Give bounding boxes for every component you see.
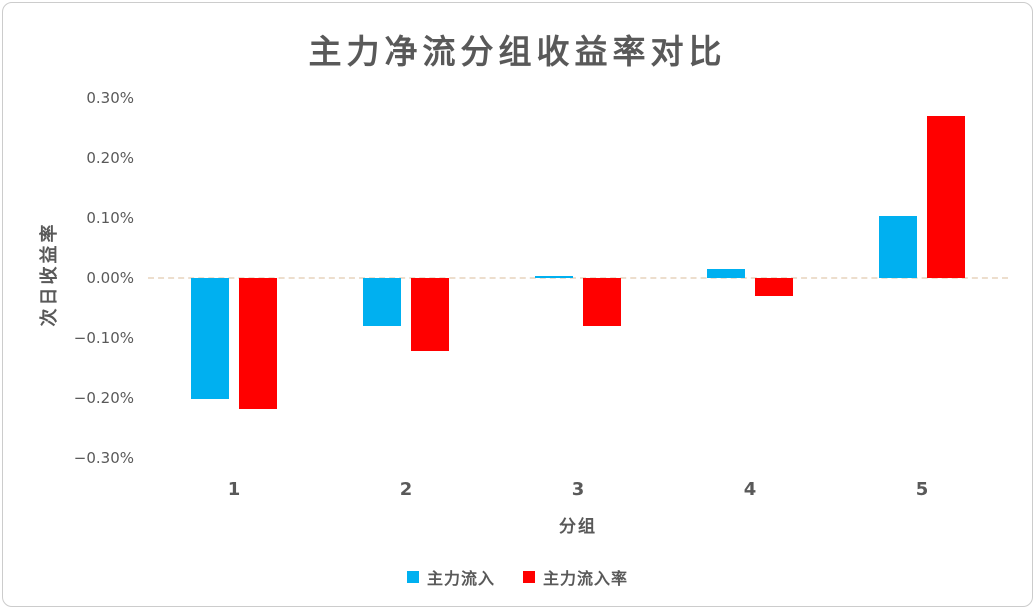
y-tick-label: 0.20% [86,149,134,167]
bar-main-inflow-rate-group-4 [755,278,793,296]
bar-main-inflow-group-3 [535,276,573,278]
chart-title: 主力净流分组收益率对比 [308,32,727,71]
x-tick-label: 4 [743,479,757,500]
x-tick-label: 1 [227,479,241,500]
x-axis-title: 分组 [559,517,597,537]
bar-main-inflow-group-4 [707,269,745,278]
bar-main-inflow-rate-group-3 [583,278,621,326]
y-tick-label: 0.00% [86,269,134,287]
bar-main-inflow-group-5 [879,216,917,278]
legend-item-main-inflow-rate: 主力流入率 [523,565,628,589]
bar-main-inflow-group-1 [191,278,229,400]
y-tick-label: −0.10% [73,329,134,347]
legend: 主力流入 主力流入率 [3,565,1032,589]
plot-area [148,98,1008,458]
zero-gridline [148,277,1008,279]
x-tick-label: 3 [571,479,585,500]
legend-swatch-red-icon [523,571,535,583]
bar-main-inflow-rate-group-1 [239,278,277,409]
bar-main-inflow-rate-group-2 [411,278,449,352]
bar-main-inflow-rate-group-5 [927,116,965,278]
y-tick-label: −0.20% [73,389,134,407]
legend-item-main-inflow: 主力流入 [406,565,495,589]
y-tick-label: 0.30% [86,89,134,107]
y-tick-label: −0.30% [73,449,134,467]
y-tick-label: 0.10% [86,209,134,227]
legend-label: 主力流入 [426,569,495,588]
x-tick-label: 2 [399,479,413,500]
bar-main-inflow-group-2 [363,278,401,326]
x-tick-label: 5 [915,479,929,500]
legend-swatch-blue-icon [406,571,419,583]
legend-label: 主力流入率 [543,569,629,588]
